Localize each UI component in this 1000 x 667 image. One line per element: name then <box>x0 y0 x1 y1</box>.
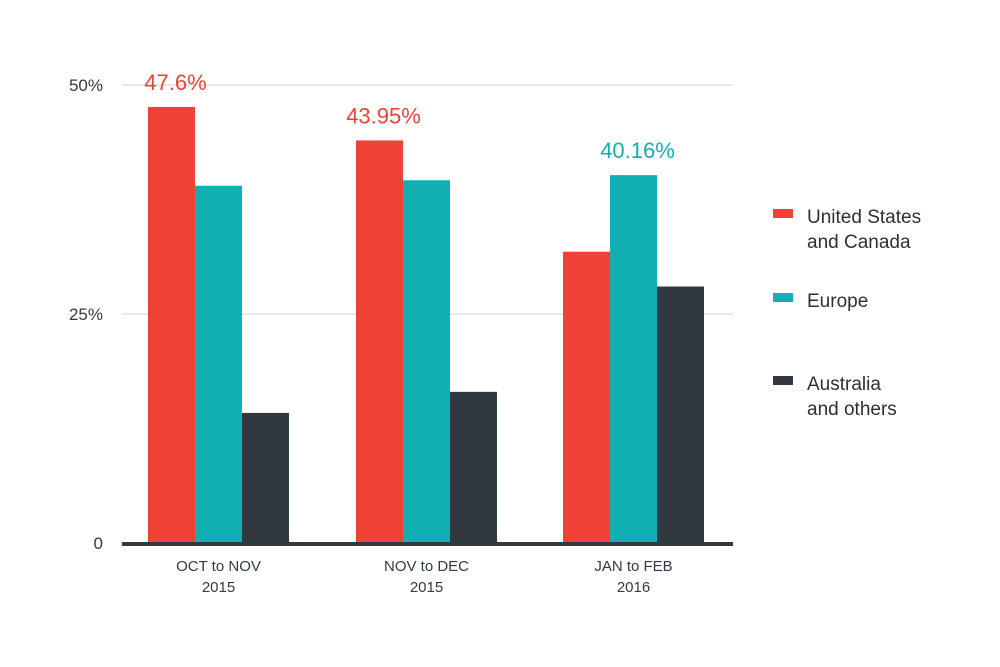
legend-label: Australia and others <box>807 374 897 420</box>
y-tick-label: 50% <box>69 76 103 95</box>
bar <box>195 185 242 543</box>
legend-item: Europe <box>773 291 868 312</box>
bar <box>610 175 657 543</box>
bar <box>563 251 610 543</box>
x-axis-line <box>122 542 733 546</box>
legend-item: Australia and others <box>773 374 897 420</box>
legend-label: Europe <box>807 291 868 312</box>
legend: United States and Canada Europe Australia an… <box>773 207 921 420</box>
legend-label: United States and Canada <box>807 207 921 253</box>
bar <box>450 391 497 543</box>
legend-item: United States and Canada <box>773 207 921 253</box>
legend-swatch <box>773 209 793 218</box>
data-label: 43.95% <box>346 103 421 128</box>
bar <box>657 286 704 543</box>
y-axis-labels: 0 25% 50% <box>69 76 103 553</box>
legend-swatch <box>773 376 793 385</box>
x-tick-label: JAN to FEB 2016 <box>594 558 672 596</box>
y-tick-label: 0 <box>94 534 103 553</box>
data-label: 40.16% <box>600 138 675 163</box>
x-axis-labels: OCT to NOV 2015 NOV to DEC 2015 JAN to FEB 20… <box>176 558 673 596</box>
bar <box>403 180 450 543</box>
legend-swatch <box>773 293 793 302</box>
bars <box>148 106 704 543</box>
bar <box>148 106 195 543</box>
bar <box>242 412 289 543</box>
y-tick-label: 25% <box>69 305 103 324</box>
x-tick-label: NOV to DEC 2015 <box>384 558 469 596</box>
x-tick-label: OCT to NOV 2015 <box>176 558 261 596</box>
data-labels: 47.6% 43.95% 40.16% <box>144 70 675 163</box>
x-axis-baseline <box>122 542 733 546</box>
data-label: 47.6% <box>144 70 206 95</box>
bar <box>356 140 403 543</box>
